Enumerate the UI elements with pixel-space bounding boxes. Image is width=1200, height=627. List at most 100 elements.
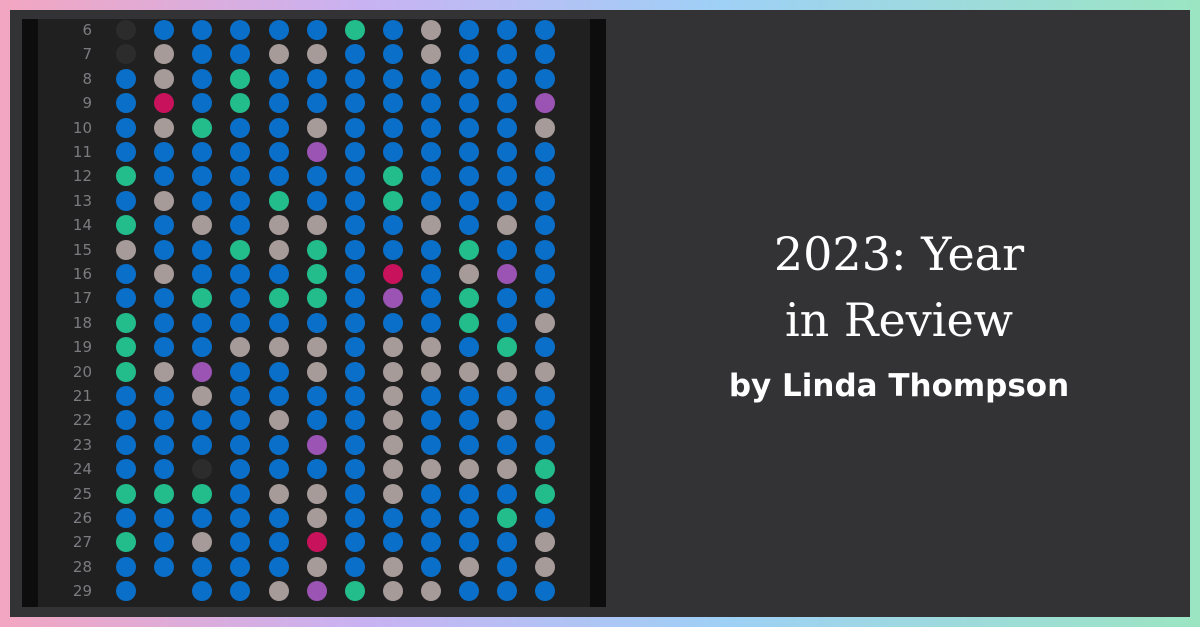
- dot: [192, 532, 212, 553]
- dot: [230, 20, 250, 40]
- dot: [192, 93, 212, 114]
- dot: [116, 44, 136, 65]
- dot: [535, 483, 555, 504]
- dot: [307, 410, 327, 431]
- row-label: 13: [72, 191, 92, 210]
- dot: [345, 190, 365, 211]
- pixel-grid-screenshot: 6 7 8 9 10 11 12 13 14 15 16 17 18 19 20 21 22 23 24 25 26 27…: [22, 19, 606, 607]
- dot: [497, 337, 517, 358]
- dot: [154, 190, 174, 211]
- dot: [154, 68, 174, 89]
- dot: [497, 581, 517, 602]
- dot: [307, 44, 327, 65]
- dot: [192, 556, 212, 577]
- dot: [421, 215, 441, 236]
- dot: [116, 312, 136, 333]
- row-label: 10: [72, 118, 92, 137]
- dot: [116, 556, 136, 577]
- dot: [307, 288, 327, 309]
- dot: [383, 410, 403, 431]
- dot: [269, 581, 289, 602]
- dot: [421, 581, 441, 602]
- dot: [230, 264, 250, 284]
- row-label: 22: [72, 411, 92, 430]
- dot: [116, 288, 136, 309]
- dot: [345, 532, 365, 553]
- dot: [383, 44, 403, 65]
- dot: [421, 288, 441, 309]
- dot: [269, 483, 289, 504]
- dot: [535, 581, 555, 602]
- dot: [116, 410, 136, 431]
- dot: [459, 20, 479, 40]
- row-label: 15: [72, 240, 92, 259]
- dot: [230, 459, 250, 480]
- dot: [497, 93, 517, 114]
- dot: [497, 434, 517, 455]
- dot: [230, 337, 250, 358]
- row-label: 29: [72, 582, 92, 601]
- dot: [307, 117, 327, 138]
- dot: [383, 483, 403, 504]
- right-edge-bar: [590, 19, 606, 607]
- row-label: 18: [72, 313, 92, 332]
- dot: [459, 44, 479, 65]
- dot: [192, 68, 212, 89]
- dot: [535, 68, 555, 89]
- dot: [421, 20, 441, 40]
- dot: [459, 410, 479, 431]
- dot: [383, 556, 403, 577]
- dot: [535, 44, 555, 65]
- dot: [459, 434, 479, 455]
- dot: [154, 239, 174, 260]
- dot: [192, 483, 212, 504]
- dot: [230, 410, 250, 431]
- dot: [307, 508, 327, 528]
- dot: [497, 386, 517, 406]
- dot: [269, 264, 289, 284]
- dot: [269, 386, 289, 406]
- dot: [192, 459, 212, 480]
- dot: [345, 239, 365, 260]
- dot: [116, 337, 136, 358]
- dot: [307, 581, 327, 602]
- dot: [192, 44, 212, 65]
- dot: [383, 508, 403, 528]
- dot: [230, 215, 250, 236]
- dot: [535, 312, 555, 333]
- dot: [459, 508, 479, 528]
- row-label: 26: [72, 509, 92, 527]
- dot: [230, 361, 250, 382]
- row-label: 19: [72, 338, 92, 357]
- dot: [459, 556, 479, 577]
- dot: [269, 166, 289, 187]
- dot: [383, 386, 403, 406]
- dot: [230, 581, 250, 602]
- dot: [269, 288, 289, 309]
- row-label: 23: [72, 435, 92, 454]
- dot: [116, 93, 136, 114]
- dot: [230, 44, 250, 65]
- dot: [154, 434, 174, 455]
- dot: [497, 532, 517, 553]
- dot: [535, 434, 555, 455]
- dot: [345, 44, 365, 65]
- dot: [192, 142, 212, 162]
- row-label: 16: [72, 265, 92, 283]
- dot: [535, 20, 555, 40]
- dot: [307, 532, 327, 553]
- dot: [269, 361, 289, 382]
- dot: [383, 312, 403, 333]
- dot: [497, 483, 517, 504]
- dot: [269, 93, 289, 114]
- dot: [269, 312, 289, 333]
- dot: [154, 386, 174, 406]
- dot: [154, 264, 174, 284]
- byline: by Linda Thompson: [728, 368, 1070, 404]
- dot: [421, 264, 441, 284]
- dot: [459, 483, 479, 504]
- dot: [269, 508, 289, 528]
- dot: [307, 166, 327, 187]
- row-label: 8: [82, 69, 92, 88]
- dot: [192, 434, 212, 455]
